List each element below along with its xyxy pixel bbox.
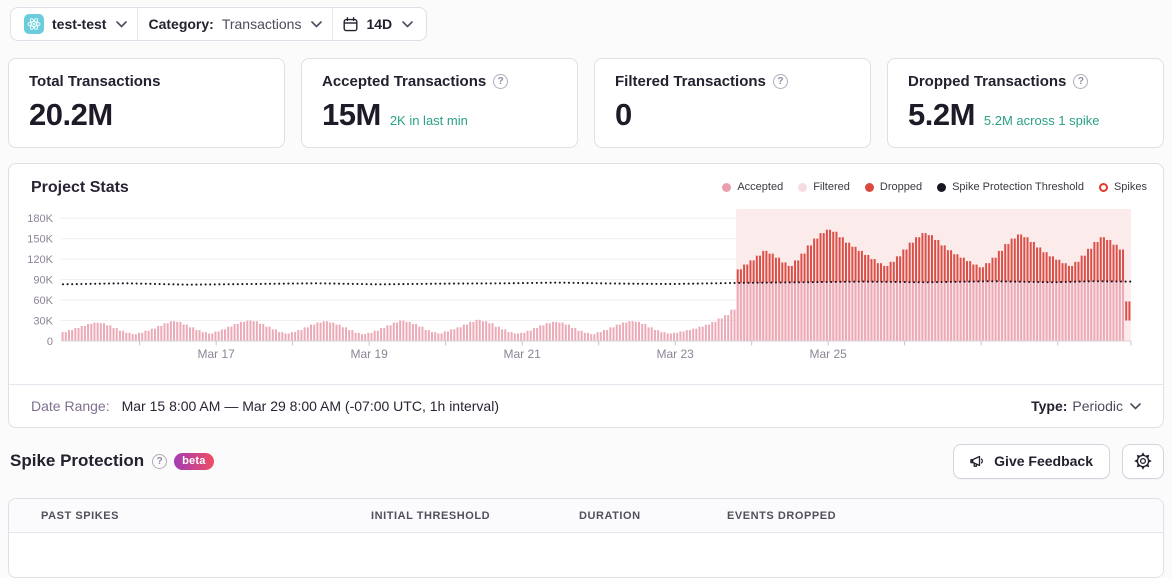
type-value: Periodic <box>1072 398 1123 414</box>
project-avatar <box>24 14 44 34</box>
chevron-down-icon <box>116 20 128 28</box>
x-axis-tick-label: Mar 19 <box>350 347 388 361</box>
table-header-cell: Duration <box>579 509 641 522</box>
x-axis-tick-label: Mar 17 <box>197 347 235 361</box>
card-title: Filtered Transactions <box>615 73 766 90</box>
legend-label: Accepted <box>737 181 784 193</box>
settings-button[interactable] <box>1122 443 1164 479</box>
x-axis-tick-label: Mar 25 <box>810 347 848 361</box>
megaphone-icon <box>970 455 984 467</box>
date-range-label: Date Range: <box>31 398 110 414</box>
table-header-cell: Past Spikes <box>41 509 119 522</box>
date-period-selector[interactable]: 14D <box>343 8 413 40</box>
y-axis-tick-label: 60K <box>33 295 53 307</box>
legend-label: Dropped <box>879 181 923 193</box>
legend-item-dropped[interactable]: Dropped <box>864 181 923 193</box>
transaction-bars <box>61 229 1131 341</box>
divider <box>332 8 334 40</box>
table-header-row: Past Spikes Initial Threshold Duration Even… <box>9 499 1163 533</box>
x-axis-tick-label: Mar 21 <box>503 347 541 361</box>
card-total-transactions: Total Transactions 20.2M <box>8 58 285 148</box>
card-value: 0 <box>615 97 632 132</box>
category-value: Transactions <box>221 16 302 32</box>
gear-icon <box>1134 452 1152 470</box>
help-icon[interactable] <box>772 74 788 89</box>
y-axis-tick-label: 150K <box>27 234 53 246</box>
category-label: Category: <box>148 16 214 32</box>
y-axis-tick-label: 180K <box>27 213 53 225</box>
legend-item-accepted[interactable]: Accepted <box>722 181 783 193</box>
spike-protection-threshold-line <box>61 280 1132 286</box>
x-axis-tick-label: Mar 23 <box>657 347 695 361</box>
beta-badge: beta <box>174 452 214 470</box>
series-dot-marker <box>798 182 808 192</box>
calendar-icon <box>343 16 358 31</box>
card-accepted-transactions: Accepted Transactions 15M 2K in last min <box>301 58 578 148</box>
category-selector[interactable]: Category: Transactions <box>148 8 323 40</box>
period-value: 14D <box>366 16 393 32</box>
chart-footer: Date Range: Mar 15 8:00 AM — Mar 29 8:00… <box>9 384 1163 427</box>
card-value: 15M <box>322 97 381 132</box>
table-row <box>9 533 1163 577</box>
type-selector[interactable]: Type: Periodic <box>1031 398 1141 414</box>
help-icon[interactable] <box>152 453 168 469</box>
y-axis-tick-label: 90K <box>33 275 53 287</box>
legend-label: Filtered <box>813 181 850 193</box>
card-dropped-transactions: Dropped Transactions 5.2M 5.2M across 1 … <box>887 58 1164 148</box>
chevron-down-icon <box>1130 402 1141 410</box>
legend-item-spike-protection-threshold[interactable]: Spike Protection Threshold <box>937 181 1084 193</box>
past-spikes-table: Past Spikes Initial Threshold Duration Even… <box>8 498 1164 578</box>
legend-label: Spike Protection Threshold <box>952 181 1084 193</box>
help-icon[interactable] <box>1073 74 1089 89</box>
legend-item-spikes[interactable]: Spikes <box>1098 181 1147 193</box>
divider <box>137 8 139 40</box>
project-stats-panel: Project Stats Accepted Filtered Dropped Spi… <box>8 163 1164 428</box>
give-feedback-button[interactable]: Give Feedback <box>953 443 1110 479</box>
chart-legend: Accepted Filtered Dropped Spike Protection … <box>722 181 1147 193</box>
card-title: Total Transactions <box>29 73 161 90</box>
project-selector[interactable]: test-test <box>24 8 128 40</box>
y-axis-tick-label: 0 <box>47 336 53 348</box>
chevron-down-icon <box>311 20 323 28</box>
stat-cards-row: Total Transactions 20.2M Accepted Transa… <box>8 58 1164 148</box>
card-subtext: 5.2M across 1 spike <box>983 113 1100 128</box>
series-dot-marker <box>937 182 947 192</box>
legend-item-filtered[interactable]: Filtered <box>798 181 850 193</box>
project-stats-chart[interactable]: 0 30K 60K 90K 120K 150K 180K Mar 17 Mar 19 Mar 21… <box>9 208 1163 370</box>
y-axis-tick-label: 30K <box>33 316 53 328</box>
spike-ring-marker <box>1098 182 1108 192</box>
project-name: test-test <box>52 16 107 32</box>
section-title: Spike Protection <box>10 451 145 470</box>
atom-icon <box>27 18 41 30</box>
table-header-cell: Initial Threshold <box>371 509 491 522</box>
card-value: 5.2M <box>908 97 975 132</box>
y-axis-tick-label: 120K <box>27 254 53 266</box>
card-title: Dropped Transactions <box>908 73 1067 90</box>
card-title: Accepted Transactions <box>322 73 487 90</box>
chevron-down-icon <box>402 20 413 28</box>
series-dot-marker <box>864 182 874 192</box>
chart-title: Project Stats <box>31 179 129 196</box>
help-icon[interactable] <box>493 74 509 89</box>
give-feedback-label: Give Feedback <box>994 453 1093 469</box>
card-value: 20.2M <box>29 97 113 132</box>
series-dot-marker <box>722 182 732 192</box>
table-header-cell: Events Dropped <box>727 509 837 522</box>
type-label: Type: <box>1031 398 1068 414</box>
filter-bar: test-test Category: Transactions 14D <box>10 7 428 41</box>
x-axis-ticks <box>139 341 1132 346</box>
card-subtext: 2K in last min <box>389 113 468 128</box>
card-filtered-transactions: Filtered Transactions 0 <box>594 58 871 148</box>
date-range-value: Mar 15 8:00 AM — Mar 29 8:00 AM (-07:00 … <box>121 398 499 414</box>
legend-label: Spikes <box>1113 181 1147 193</box>
spike-protection-section-header: Spike Protection beta Give Feedback <box>10 442 1164 480</box>
